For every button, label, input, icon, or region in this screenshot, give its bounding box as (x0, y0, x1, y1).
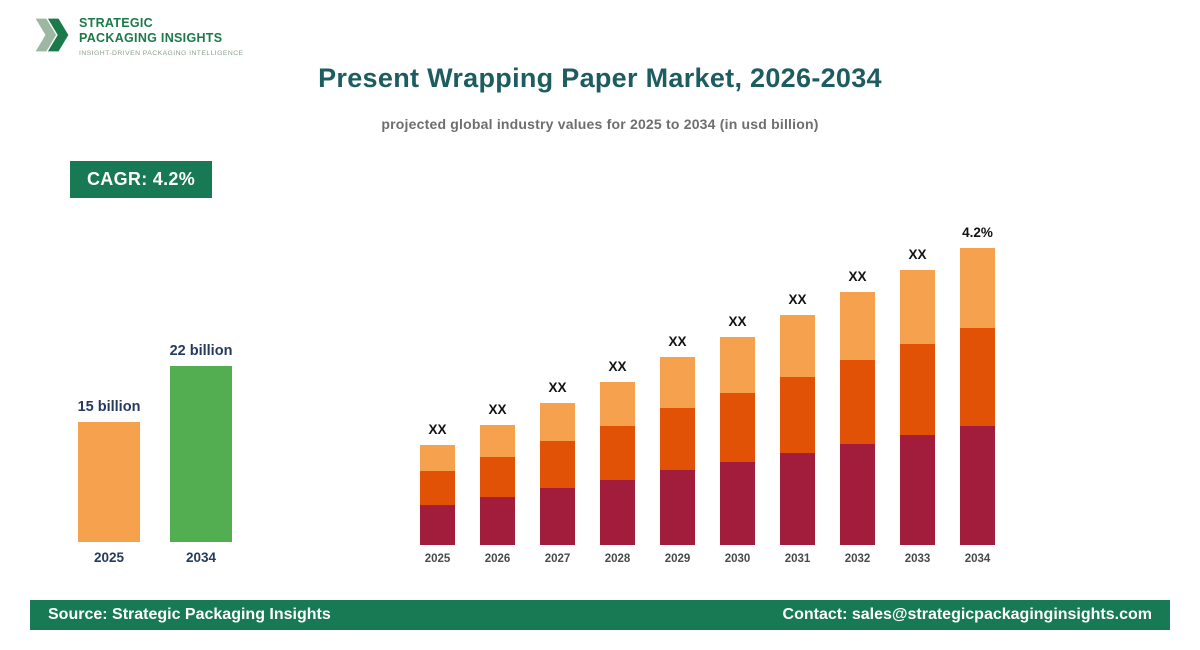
segment-top-2030 (720, 337, 755, 393)
segment-top-2029 (660, 357, 695, 408)
segment-middle-2032 (840, 360, 875, 444)
segment-bottom-2030 (720, 462, 755, 545)
stacked-bar-2026 (480, 425, 515, 545)
segment-middle-2033 (900, 344, 935, 435)
stacked-bar-2028 (600, 382, 635, 545)
logo-text: STRATEGIC PACKAGING INSIGHTS INSIGHT-DRI… (79, 14, 244, 57)
total-label-2032: XX (848, 269, 867, 284)
page-title: Present Wrapping Paper Market, 2026-2034 (318, 63, 882, 94)
bar-value-label-2034: 22 billion (169, 343, 233, 359)
stacked-bar-group-2032: XX 2032 (840, 269, 875, 565)
stacked-bar-group-2033: XX 2033 (900, 247, 935, 565)
axis-label-2028: 2028 (604, 553, 631, 565)
segment-top-2025 (420, 445, 455, 471)
segment-bottom-2033 (900, 435, 935, 545)
total-label-2027: XX (548, 380, 567, 395)
segment-bottom-2029 (660, 470, 695, 545)
total-label-2033: XX (908, 247, 927, 262)
axis-label-2031: 2031 (784, 553, 811, 565)
total-label-2030: XX (728, 314, 747, 329)
segment-bottom-2031 (780, 453, 815, 545)
total-label-2034: 4.2% (962, 225, 993, 240)
comparison-bar-group-2025: 15 billion 2025 (77, 399, 141, 565)
axis-label-2029: 2029 (664, 553, 691, 565)
total-label-2026: XX (488, 402, 507, 417)
stacked-bar-2029 (660, 357, 695, 545)
footer-bar: Source: Strategic Packaging Insights Con… (30, 600, 1170, 630)
segment-middle-2026 (480, 457, 515, 497)
logo: STRATEGIC PACKAGING INSIGHTS INSIGHT-DRI… (34, 14, 244, 57)
axis-label-2033: 2033 (904, 553, 931, 565)
bar-2034 (170, 366, 232, 542)
stacked-bar-group-2028: XX 2028 (600, 359, 635, 565)
segment-middle-2028 (600, 426, 635, 480)
axis-label-2026: 2026 (484, 553, 511, 565)
segment-bottom-2032 (840, 444, 875, 545)
segment-top-2026 (480, 425, 515, 457)
stacked-bar-2027 (540, 403, 575, 545)
stacked-bar-2030 (720, 337, 755, 545)
segment-top-2033 (900, 270, 935, 344)
segment-middle-2034 (960, 328, 995, 426)
logo-chevron-icon (35, 18, 69, 52)
bar-2025 (78, 422, 140, 542)
axis-label-2034: 2034 (964, 553, 991, 565)
cagr-badge: CAGR: 4.2% (70, 161, 213, 198)
stacked-bar-2032 (840, 292, 875, 545)
stacked-bar-2034 (960, 248, 995, 545)
stacked-bar-group-2025: XX 2025 (420, 422, 455, 565)
total-label-2031: XX (788, 292, 807, 307)
total-label-2025: XX (428, 422, 447, 437)
segment-top-2028 (600, 382, 635, 426)
segment-middle-2025 (420, 471, 455, 505)
total-label-2028: XX (608, 359, 627, 374)
axis-label-2030: 2030 (724, 553, 751, 565)
logo-name-line2: PACKAGING INSIGHTS (79, 30, 223, 45)
segment-bottom-2028 (600, 480, 635, 545)
chevron-dark (47, 18, 69, 52)
stacked-bar-group-2030: XX 2030 (720, 314, 755, 565)
segment-top-2027 (540, 403, 575, 441)
footer-source: Source: Strategic Packaging Insights (48, 606, 331, 623)
comparison-bar-group-2034: 22 billion 2034 (169, 343, 233, 565)
axis-label-2034: 2034 (185, 550, 217, 565)
logo-tagline: INSIGHT-DRIVEN PACKAGING INTELLIGENCE (79, 49, 244, 57)
segment-bottom-2027 (540, 488, 575, 545)
stacked-bar-2033 (900, 270, 935, 545)
axis-label-2025: 2025 (424, 553, 451, 565)
segment-bottom-2034 (960, 426, 995, 545)
segment-bottom-2025 (420, 505, 455, 545)
segment-top-2032 (840, 292, 875, 360)
stacked-bar-chart: XX 2025 XX 2026 XX 2027 XX 2028 XX 2029 XX 2030 XX 20… (420, 195, 995, 565)
axis-label-2025: 2025 (93, 550, 125, 565)
stacked-bar-group-2029: XX 2029 (660, 334, 695, 565)
axis-label-2027: 2027 (544, 553, 571, 565)
logo-name-line1: STRATEGIC (79, 16, 153, 30)
segment-middle-2029 (660, 408, 695, 470)
stacked-bar-group-2031: XX 2031 (780, 292, 815, 565)
chevron-light (35, 18, 57, 52)
comparison-chart: 15 billion 2025 22 billion 2034 (77, 305, 233, 565)
segment-middle-2027 (540, 441, 575, 488)
bar-value-label-2025: 15 billion (77, 399, 141, 415)
segment-top-2034 (960, 248, 995, 328)
total-label-2029: XX (668, 334, 687, 349)
page-subtitle: projected global industry values for 202… (381, 116, 819, 132)
axis-label-2032: 2032 (844, 553, 871, 565)
segment-bottom-2026 (480, 497, 515, 545)
stacked-bar-group-2026: XX 2026 (480, 402, 515, 565)
stacked-bar-group-2027: XX 2027 (540, 380, 575, 565)
segment-middle-2031 (780, 377, 815, 453)
stacked-bar-group-2034: 4.2% 2034 (960, 225, 995, 565)
footer-contact: Contact: sales@strategicpackaginginsight… (782, 606, 1152, 623)
stacked-bar-2025 (420, 445, 455, 545)
segment-middle-2030 (720, 393, 755, 462)
segment-top-2031 (780, 315, 815, 377)
stacked-bar-2031 (780, 315, 815, 545)
